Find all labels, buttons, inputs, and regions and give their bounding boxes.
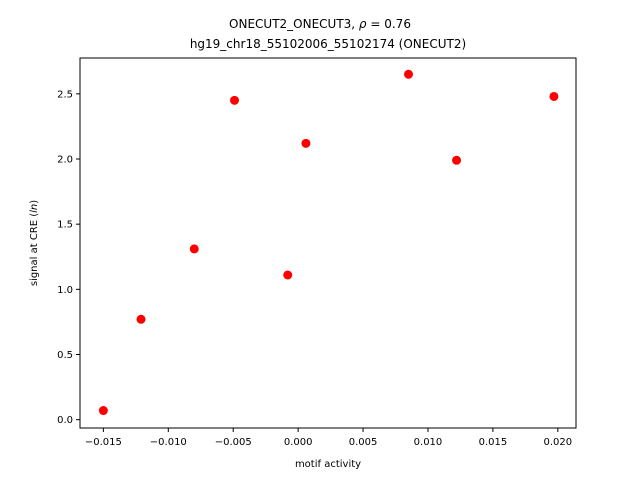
x-tick-label: −0.010 xyxy=(150,437,187,448)
x-axis: −0.015 −0.010 −0.005 0.000 0.005 0.010 0.015 0.… xyxy=(85,428,572,448)
y-axis-label: signal at CRE (ln) xyxy=(29,200,40,286)
y-tick-label: 1.0 xyxy=(57,285,73,296)
data-point xyxy=(404,69,414,79)
x-tick-label: 0.015 xyxy=(479,437,508,448)
chart-title-line2: hg19_chr18_55102006_55102174 (ONECUT2) xyxy=(190,37,466,51)
x-tick-label: 0.005 xyxy=(349,437,378,448)
y-tick-label: 0.5 xyxy=(57,350,73,361)
data-point xyxy=(98,406,108,416)
data-point xyxy=(189,244,199,254)
y-tick-label: 2.0 xyxy=(57,155,73,166)
data-point xyxy=(301,138,311,148)
x-tick-label: 0.010 xyxy=(414,437,443,448)
data-points xyxy=(98,69,559,416)
data-point xyxy=(230,95,240,105)
y-axis: 0.0 0.5 1.0 1.5 2.0 2.5 xyxy=(57,89,80,426)
x-tick-label: −0.015 xyxy=(85,437,122,448)
plot-frame xyxy=(79,57,577,429)
data-point xyxy=(549,91,559,101)
data-point xyxy=(283,270,293,280)
data-point xyxy=(452,155,462,165)
chart-title-line1: ONECUT2_ONECUT3, ρ = 0.76 xyxy=(229,17,411,31)
y-tick-label: 1.5 xyxy=(57,220,73,231)
plot-area xyxy=(79,57,577,429)
x-tick-label: 0.020 xyxy=(544,437,573,448)
x-axis-label: motif activity xyxy=(295,459,361,470)
x-tick-label: −0.005 xyxy=(215,437,252,448)
x-tick-label: 0.000 xyxy=(284,437,313,448)
data-point xyxy=(136,314,146,324)
y-tick-label: 2.5 xyxy=(57,89,73,100)
y-tick-label: 0.0 xyxy=(57,415,73,426)
